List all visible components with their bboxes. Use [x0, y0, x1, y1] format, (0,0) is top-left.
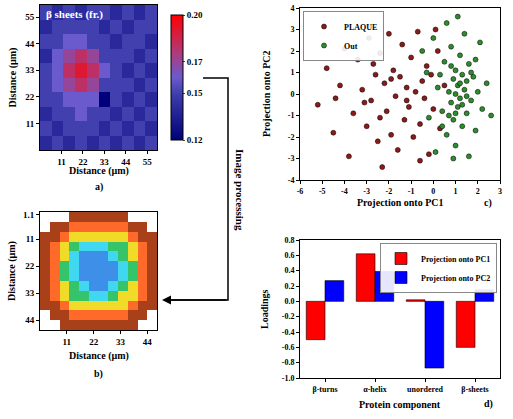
- svg-text:11: 11: [26, 119, 35, 129]
- svg-text:1.1: 1.1: [23, 210, 35, 220]
- svg-text:0.20: 0.20: [187, 10, 203, 20]
- svg-text:Distance (µm): Distance (µm): [69, 350, 129, 362]
- svg-text:33: 33: [25, 65, 35, 75]
- svg-text:0.12: 0.12: [187, 135, 203, 145]
- svg-text:33: 33: [25, 288, 35, 298]
- svg-text:0.4: 0.4: [284, 266, 294, 275]
- svg-text:-0.2: -0.2: [282, 312, 295, 321]
- svg-text:Projection onto PC1: Projection onto PC1: [421, 255, 490, 264]
- svg-text:Distance (µm): Distance (µm): [69, 165, 129, 177]
- svg-text:4: 4: [290, 4, 294, 13]
- svg-text:-0.6: -0.6: [282, 343, 295, 352]
- svg-text:2: 2: [476, 187, 480, 196]
- svg-text:-6: -6: [297, 187, 304, 196]
- svg-text:β sheets (fr.): β sheets (fr.): [46, 8, 103, 21]
- svg-text:-1: -1: [408, 187, 415, 196]
- svg-text:-1: -1: [288, 111, 295, 120]
- svg-text:Protein component: Protein component: [359, 399, 441, 410]
- svg-text:Distance (µm): Distance (µm): [7, 48, 19, 108]
- svg-text:-0.4: -0.4: [282, 328, 295, 337]
- svg-text:α-helix: α-helix: [363, 385, 387, 394]
- svg-text:22: 22: [25, 92, 35, 102]
- svg-text:3: 3: [290, 25, 294, 34]
- svg-text:-3: -3: [288, 154, 295, 163]
- svg-text:0.2: 0.2: [284, 282, 294, 291]
- svg-text:22: 22: [25, 261, 35, 271]
- svg-text:55: 55: [143, 157, 153, 167]
- svg-text:-4: -4: [341, 187, 348, 196]
- svg-text:44: 44: [143, 337, 153, 347]
- svg-text:Out: Out: [344, 42, 358, 51]
- svg-text:PLAQUE: PLAQUE: [344, 23, 377, 32]
- svg-text:0.6: 0.6: [284, 251, 294, 260]
- svg-text:44: 44: [25, 315, 35, 325]
- svg-text:0.8: 0.8: [284, 236, 294, 245]
- svg-text:Projection onto PC2: Projection onto PC2: [421, 274, 490, 283]
- svg-text:-2: -2: [386, 187, 393, 196]
- svg-text:d): d): [484, 398, 493, 410]
- svg-text:33: 33: [116, 337, 126, 347]
- svg-text:1: 1: [454, 187, 458, 196]
- svg-text:a): a): [95, 181, 103, 193]
- svg-text:0.15: 0.15: [187, 88, 203, 98]
- svg-text:22: 22: [78, 157, 88, 167]
- svg-text:Projection onto PC1: Projection onto PC1: [357, 197, 443, 208]
- svg-text:b): b): [94, 368, 103, 380]
- svg-text:0: 0: [290, 90, 294, 99]
- svg-text:Image processing: Image processing: [234, 149, 246, 231]
- svg-text:0.17: 0.17: [187, 57, 203, 67]
- svg-text:β-sheets: β-sheets: [461, 385, 488, 394]
- svg-text:-3: -3: [363, 187, 370, 196]
- svg-text:-1.0: -1.0: [282, 374, 295, 383]
- svg-text:33: 33: [100, 157, 110, 167]
- svg-text:22: 22: [89, 337, 99, 347]
- svg-text:11: 11: [26, 234, 35, 244]
- svg-text:55: 55: [25, 12, 35, 22]
- svg-text:-0.8: -0.8: [282, 358, 295, 367]
- svg-text:-2: -2: [288, 133, 295, 142]
- svg-text:Projection onto PC2: Projection onto PC2: [261, 51, 272, 137]
- svg-text:0.0: 0.0: [284, 297, 294, 306]
- svg-text:44: 44: [121, 157, 131, 167]
- svg-text:-5: -5: [319, 187, 326, 196]
- svg-text:β-turns: β-turns: [312, 385, 337, 394]
- svg-text:11: 11: [63, 337, 72, 347]
- svg-text:-4: -4: [288, 176, 295, 185]
- svg-text:c): c): [484, 197, 492, 209]
- svg-text:2: 2: [290, 47, 294, 56]
- svg-text:Distance (µm): Distance (µm): [6, 241, 18, 301]
- svg-text:unordered: unordered: [407, 385, 443, 394]
- svg-text:0: 0: [431, 187, 435, 196]
- svg-text:11: 11: [57, 157, 66, 167]
- svg-text:44: 44: [25, 39, 35, 49]
- svg-text:3: 3: [498, 187, 502, 196]
- svg-text:1: 1: [290, 68, 294, 77]
- svg-text:Loadings: Loadings: [259, 289, 270, 329]
